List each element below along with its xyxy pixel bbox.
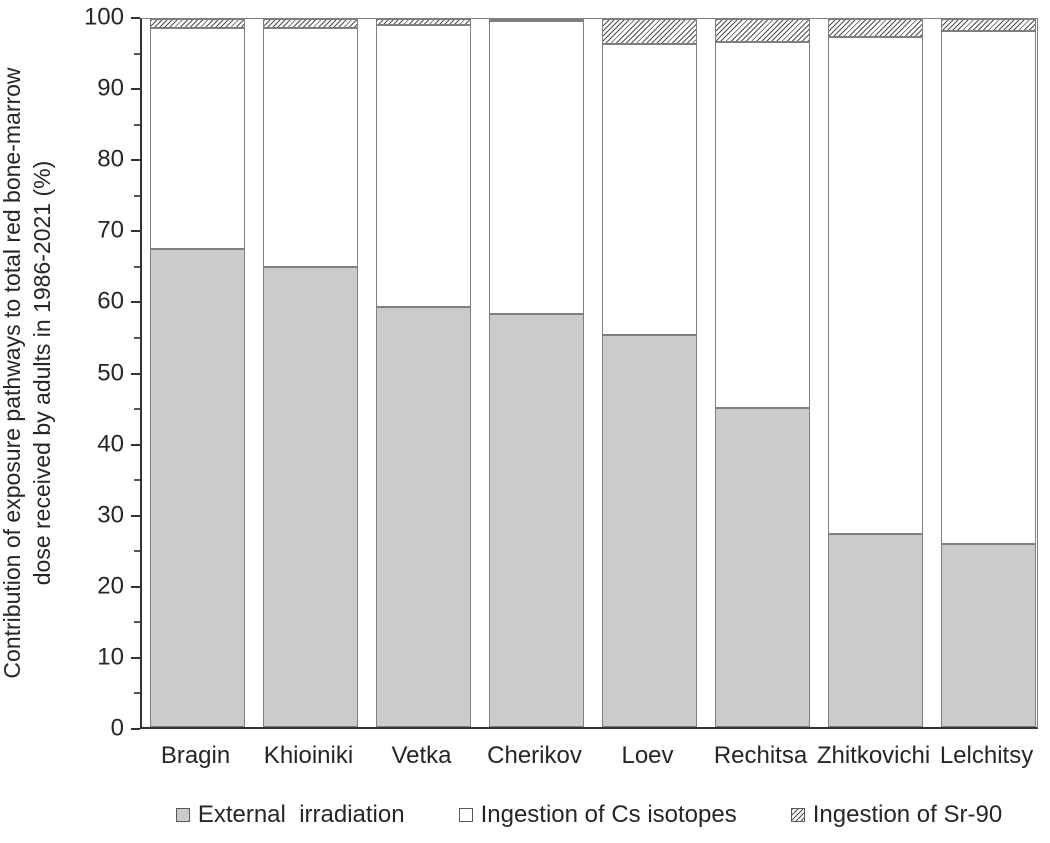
y-tick-label-90: 90 <box>97 74 124 102</box>
legend-swatch-external-icon <box>175 808 190 822</box>
plot-area <box>140 18 1038 729</box>
bar-segment-sr90 <box>715 19 810 43</box>
y-tick-label-40: 40 <box>97 430 124 458</box>
y-tick-major-90 <box>131 88 140 91</box>
bar-segment-cs <box>941 31 1036 545</box>
y-tick-major-60 <box>131 301 140 304</box>
y-tick-major-0 <box>131 728 140 730</box>
bar-segment-external <box>489 314 584 727</box>
bar-segment-external <box>602 334 697 727</box>
bar-segment-external <box>150 249 245 727</box>
y-tick-minor-55 <box>134 336 140 339</box>
x-axis-label-lelchitsy: Lelchitsy <box>939 742 1034 769</box>
x-axis-label-khioiniki: Khioiniki <box>263 742 354 769</box>
y-tick-label-50: 50 <box>97 358 124 386</box>
y-tick-minor-65 <box>134 265 140 268</box>
y-tick-label-60: 60 <box>97 287 124 315</box>
y-tick-minor-15 <box>134 621 140 624</box>
bar-segment-sr90 <box>602 19 697 44</box>
bar-segment-cs <box>150 27 245 250</box>
y-tick-minor-75 <box>134 194 140 197</box>
y-tick-label-20: 20 <box>97 572 124 600</box>
y-tick-label-100: 100 <box>83 3 124 31</box>
legend-item-external: External irradiation <box>175 801 405 829</box>
y-tick-minor-5 <box>134 692 140 695</box>
x-axis-label-cherikov: Cherikov <box>487 742 582 769</box>
y-tick-major-20 <box>131 585 140 588</box>
bar-segment-cs <box>376 24 471 308</box>
bar-zhitkovichi <box>828 19 923 727</box>
bar-khioiniki <box>263 19 358 727</box>
y-tick-major-40 <box>131 443 140 446</box>
legend-item-cs: Ingestion of Cs isotopes <box>458 801 737 829</box>
y-tick-label-30: 30 <box>97 501 124 529</box>
bar-segment-cs <box>828 37 923 535</box>
y-tick-major-80 <box>131 159 140 162</box>
y-tick-major-30 <box>131 514 140 517</box>
bar-segment-cs <box>263 27 358 267</box>
legend-label-sr90: Ingestion of Sr-90 <box>812 801 1003 828</box>
y-tick-major-70 <box>131 230 140 233</box>
bar-segment-sr90 <box>941 19 1036 32</box>
y-tick-minor-85 <box>134 123 140 126</box>
legend-label-cs: Ingestion of Cs isotopes <box>480 801 737 828</box>
x-axis-label-vetka: Vetka <box>391 742 452 769</box>
bar-vetka <box>376 19 471 727</box>
y-tick-label-70: 70 <box>97 216 124 244</box>
bar-segment-external <box>263 266 358 727</box>
x-axis-label-zhitkovichi: Zhitkovichi <box>816 742 931 769</box>
bar-lelchitsy <box>941 19 1036 727</box>
y-tick-minor-35 <box>134 479 140 482</box>
legend-label-external: External irradiation <box>197 801 405 828</box>
y-tick-label-0: 0 <box>110 714 124 742</box>
bar-cherikov <box>489 19 584 727</box>
y-tick-major-50 <box>131 372 140 375</box>
y-tick-minor-95 <box>134 52 140 55</box>
bar-segment-cs <box>602 43 697 335</box>
bar-segment-sr90 <box>150 19 245 28</box>
bar-segment-external <box>828 534 923 727</box>
y-tick-label-80: 80 <box>97 145 124 173</box>
bar-bragin <box>150 19 245 727</box>
bar-segment-sr90 <box>376 19 471 25</box>
legend-swatch-sr90-icon <box>790 808 805 822</box>
bar-loev <box>602 19 697 727</box>
x-axis-label-rechitsa: Rechitsa <box>713 742 808 769</box>
bar-segment-cs <box>489 21 584 315</box>
y-tick-major-100 <box>131 17 140 19</box>
bar-segment-sr90 <box>828 19 923 38</box>
x-axis-label-bragin: Bragin <box>160 742 231 769</box>
bar-rechitsa <box>715 19 810 727</box>
bar-segment-cs <box>715 42 810 408</box>
bar-segment-sr90 <box>263 19 358 28</box>
x-axis-label-loev: Loev <box>621 742 674 769</box>
bar-segment-external <box>941 544 1036 727</box>
bar-segment-sr90 <box>489 19 584 22</box>
y-tick-label-10: 10 <box>97 643 124 671</box>
legend-swatch-cs-icon <box>458 808 473 822</box>
y-tick-major-10 <box>131 656 140 659</box>
bar-segment-external <box>376 307 471 727</box>
legend: External irradiation Ingestion of Cs isot… <box>140 801 1038 829</box>
y-tick-minor-45 <box>134 408 140 411</box>
y-tick-minor-25 <box>134 550 140 553</box>
bar-segment-external <box>715 407 810 727</box>
legend-item-sr90: Ingestion of Sr-90 <box>790 801 1003 829</box>
